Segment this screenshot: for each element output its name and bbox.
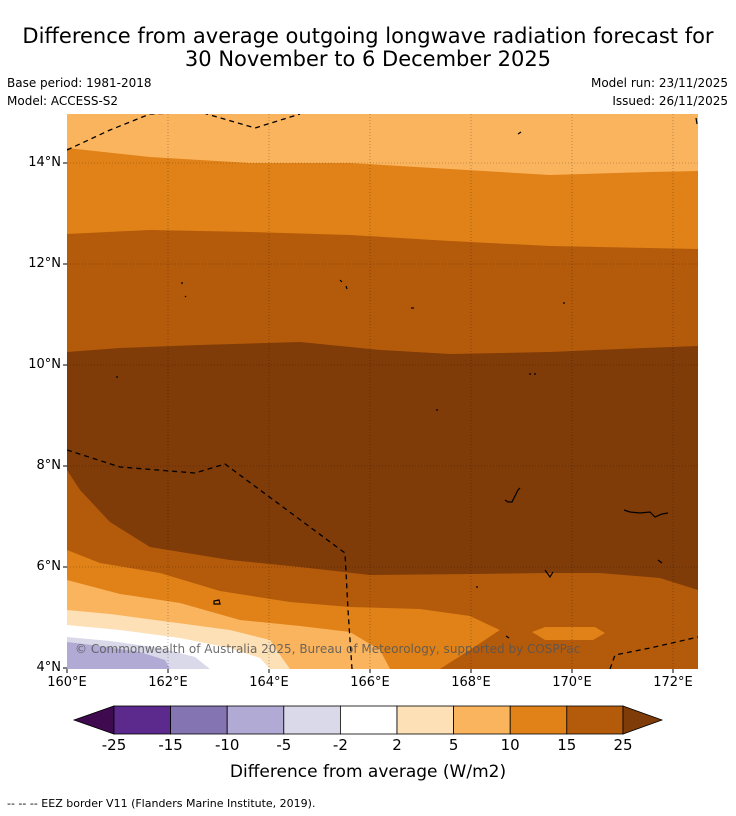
colorbar-tick: 25 [613,736,633,754]
lat-gridlines [67,162,698,568]
island-outline [116,117,698,639]
lat-tick: 10°N [28,357,61,372]
model-run: Model run: 23/11/2025 [590,76,728,90]
colorbar-tick: 15 [557,736,577,754]
olr-anomaly-field [67,114,698,669]
lon-tick: 172°E [653,675,693,690]
lat-tick: 4°N [36,660,62,675]
lat-tick: 12°N [28,256,61,271]
colorbar-tick: -2 [332,736,348,754]
lon-tick: 162°E [148,675,188,690]
lon-tick: 164°E [249,675,289,690]
issued-date: Issued: 26/11/2025 [612,94,728,108]
lon-tick: 170°E [552,675,592,690]
lon-gridlines [167,114,674,669]
title-line-1: Difference from average outgoing longwav… [22,24,714,48]
lon-tick: 168°E [451,675,491,690]
lat-tick: 14°N [28,155,61,170]
eez-legend-note: -- -- -- EEZ border V11 (Flanders Marine… [7,797,316,810]
lat-tick: 6°N [36,559,62,574]
band-over-25 [67,342,698,590]
colorbar-extend-low [72,705,115,735]
colorbar-tick: -15 [158,736,183,754]
colorbar-tick: -25 [101,736,127,754]
colorbar-tick: -5 [276,736,292,754]
colorbar-tick: 5 [448,736,459,754]
model-name: Model: ACCESS-S2 [7,94,119,108]
axis-ticks [63,162,674,673]
band-10-15-patch [532,627,605,640]
lon-tick: 166°E [350,675,390,690]
eez-border-line [67,114,698,669]
colorbar-tick: 2 [392,736,402,754]
colorbar-label: Difference from average (W/m2) [229,762,507,782]
lon-tick: 160°E [47,675,87,690]
band-minus-5-10 [67,642,170,669]
colorbar-tick: -10 [214,736,240,754]
colorbar [72,705,664,735]
colorbar-extend-high [622,705,664,735]
copyright-watermark: © Commonwealth of Australia 2025, Bureau… [75,642,581,656]
title-line-2: 30 November to 6 December 2025 [184,47,552,71]
base-period: Base period: 1981-2018 [7,76,152,90]
lat-tick: 8°N [36,458,62,473]
colorbar-tick: 10 [500,736,520,754]
